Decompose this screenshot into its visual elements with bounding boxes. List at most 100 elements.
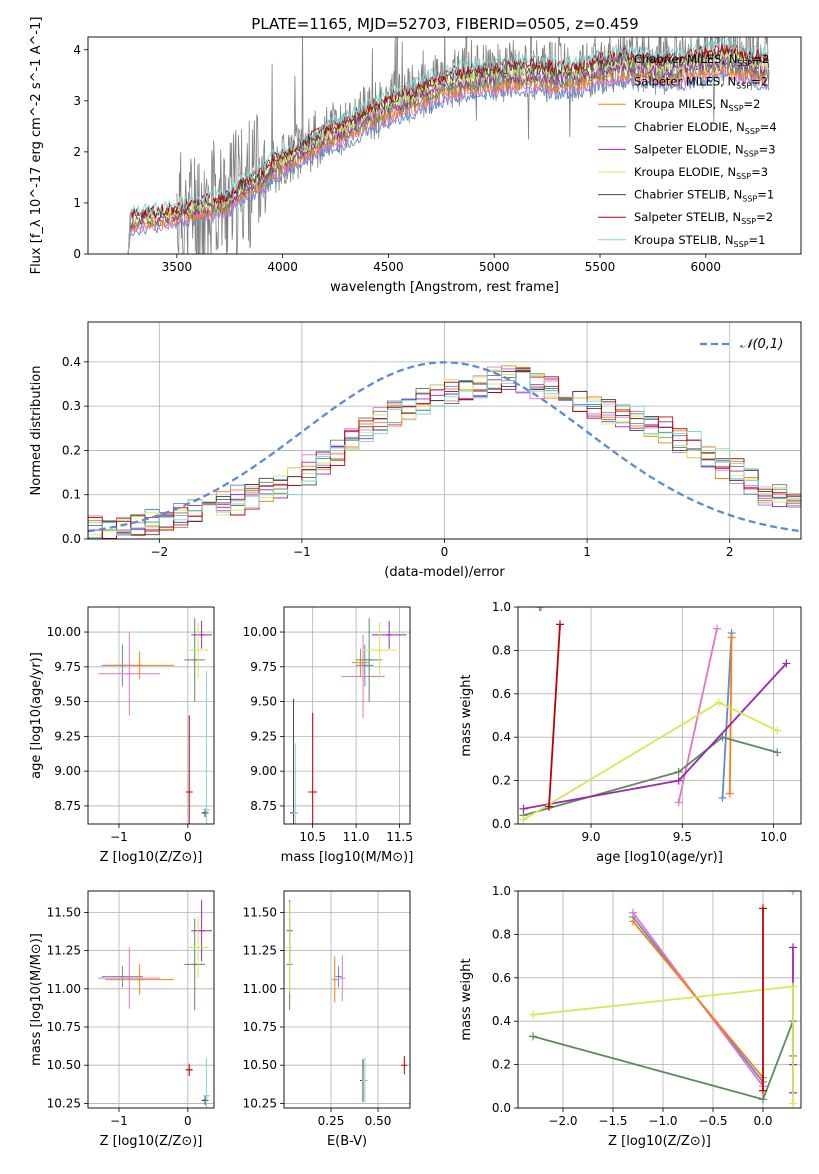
y-tick-label: 10.50 [47,1058,81,1072]
y-axis-label: Flux [f_λ 10^-17 erg cm^-2 s^-1 A^-1] [29,17,44,275]
grid [284,891,410,1108]
y-tick-label: 0.2 [492,774,511,788]
y-tick-label: 11.00 [243,982,277,996]
legend-label: Salpeter STELIB, NSSP=2 [634,210,773,226]
weight-series-line [523,736,778,817]
legend-label: Salpeter MILES, NSSP=2 [634,75,768,91]
spectrum-data-line [176,37,770,254]
y-tick-label: 0.6 [492,687,511,701]
spectrum-axes: 3500 4000 4500 5000 5500 6000 0 1 2 3 4 wavelength … [29,17,802,295]
y-tick-label: 0.3 [62,399,81,413]
y-tick-label: 0.8 [492,643,511,657]
grid [284,607,410,824]
y-tick-label: 0.2 [62,443,81,457]
error-bar-point [98,947,161,1009]
error-bar-point [356,644,374,687]
x-axis-label: mass [log10(M/M⊙)] [281,850,414,865]
x-tick-label: 11.0 [343,830,370,844]
y-tick-label: 9.25 [54,729,81,743]
plot-area [290,618,407,824]
x-tick-label: 0 [184,830,192,844]
weight-vs-Z-axes: −2.0 −1.5 −1.0 −0.5 0.0 0.0 0.2 0.4 0.6 0.8 1.0 Z [… [459,884,802,1149]
y-tick-label: 0.0 [492,1101,511,1115]
error-bar-point [101,965,144,988]
x-tick-label: 2 [726,545,734,559]
y-tick-label: 0 [73,247,81,261]
mass-vs-ebv-axes: 0.25 0.50 10.25 10.50 10.75 11.00 11.25 11.50 E(… [243,890,411,1149]
error-bar-point [331,956,338,1003]
plot-area [98,618,212,824]
x-axis-label: (data-model)/error [384,565,505,580]
x-axis-label: E(B-V) [327,1134,367,1149]
x-tick-label: 9.5 [673,830,692,844]
axes-frame [87,890,215,1109]
axes-frame [87,606,215,825]
y-tick-label: 9.00 [54,764,81,778]
error-bar-point [335,965,342,988]
age-vs-mass-axes: 10.5 11.0 11.5 8.75 9.00 9.25 9.50 9.75 10.00 mas… [243,606,414,865]
error-bar-point [185,1063,193,1076]
error-bar-point [286,901,293,994]
x-axis-label: age [log10(age/yr)] [596,850,723,865]
normal-curve [88,361,801,533]
x-tick-label: 11.5 [386,830,413,844]
error-bar-point [191,620,212,649]
weight-series-line [548,624,561,807]
error-bar-point [341,634,385,719]
y-axis-label: mass weight [459,958,474,1040]
y-tick-label: 10.00 [243,625,277,639]
y-tick-label: 9.75 [54,660,81,674]
x-tick-label: 0 [441,545,449,559]
x-tick-label: 10.0 [760,830,787,844]
error-bar-point [98,632,161,716]
x-tick-label: 0 [184,1114,192,1128]
legend-label: Kroupa ELODIE, NSSP=3 [634,165,768,181]
x-tick-label: 4000 [267,260,298,274]
y-tick-label: 9.50 [54,695,81,709]
x-tick-label: 5500 [585,260,616,274]
x-tick-label: 3500 [162,260,193,274]
plot-area [127,37,770,254]
grid [518,606,801,825]
error-bar-point [105,964,175,995]
x-tick-label: −2.0 [548,1114,577,1128]
y-tick-label: 0.1 [62,488,81,502]
y-tick-label: 0.4 [492,1014,511,1028]
y-tick-label: 10.75 [47,1020,81,1034]
x-tick-label: −1.0 [648,1114,677,1128]
y-tick-label: 1.0 [492,600,511,614]
weight-vs-age-axes: 9.0 9.5 10.0 0.0 0.2 0.4 0.6 0.8 1.0 age [log10(a… [459,600,802,865]
y-tick-label: 11.25 [47,944,81,958]
y-tick-label: 0.8 [492,927,511,941]
x-tick-label: 5000 [479,260,510,274]
spectrum-model-line [127,51,770,254]
error-bar-point [191,900,212,962]
grid [88,607,214,824]
error-bar-point [184,918,206,1011]
legend-label: 𝒩(0,1) [740,337,783,352]
x-tick-label: 4500 [373,260,404,274]
y-tick-label: 11.00 [47,982,81,996]
x-tick-label: 10.5 [299,830,326,844]
y-tick-label: 9.75 [250,660,277,674]
x-tick-label: −1 [110,830,128,844]
x-tick-label: −2 [150,545,168,559]
error-bar-point [202,1057,210,1108]
x-tick-label: 9.0 [581,830,600,844]
error-bar-point [187,622,209,678]
y-tick-label: 0.2 [492,1058,511,1072]
y-axis-label: age [log10(age/yr)] [29,652,44,779]
weight-series-line [632,920,764,1079]
x-tick-label: −1 [110,1114,128,1128]
figure-title: PLATE=1165, MJD=52703, FIBERID=0505, z=0… [251,15,638,33]
weight-series-line [523,662,788,810]
axes-frame [283,890,411,1109]
error-bar-point [202,670,210,824]
error-bar-point [401,1056,408,1075]
residual-histogram-step [88,369,801,539]
legend-label: Chabrier STELIB, NSSP=1 [634,188,774,204]
y-tick-label: 0.4 [62,355,81,369]
y-tick-label: 9.00 [250,764,277,778]
grid [88,322,801,540]
